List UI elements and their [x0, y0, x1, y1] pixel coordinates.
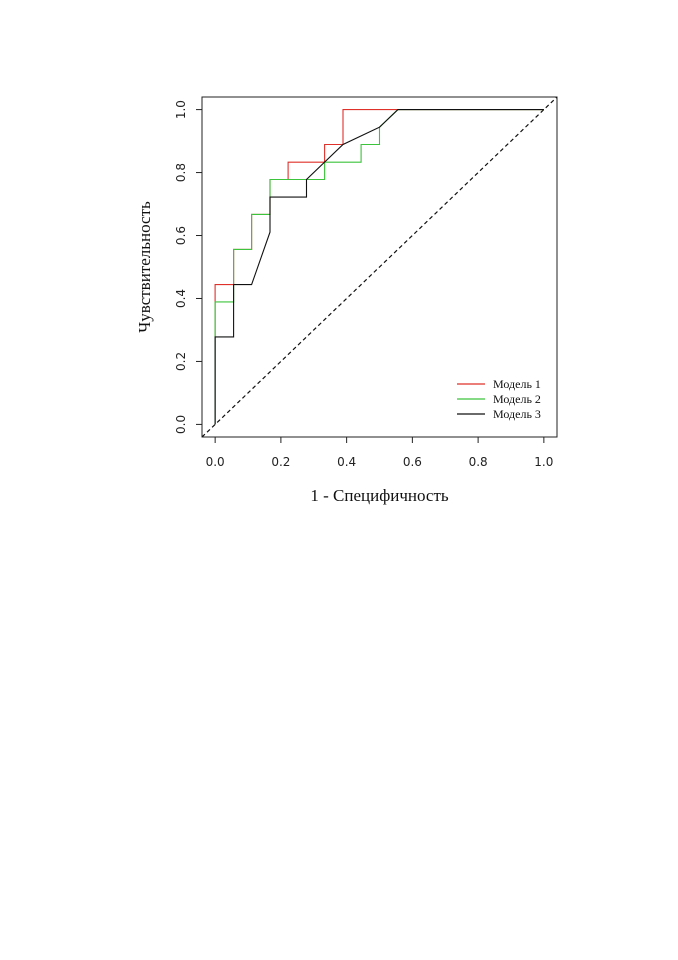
series-layer — [214, 109, 544, 425]
y-tick-label: 0.6 — [174, 226, 188, 245]
x-tick-label: 0.6 — [403, 455, 422, 469]
x-axis: 0.0 0.2 0.4 0.6 0.8 1.0 — [206, 437, 553, 469]
x-tick-label: 0.2 — [271, 455, 290, 469]
y-tick-label: 1.0 — [174, 100, 188, 119]
legend-label-2: Модель 2 — [493, 392, 541, 406]
x-axis-title: 1 - Специфичность — [310, 486, 448, 505]
reference-diagonal-line — [202, 97, 557, 437]
x-tick-label: 0.0 — [206, 455, 225, 469]
y-axis-title: Чувствительность — [135, 201, 154, 333]
legend-label-1: Модель 1 — [493, 377, 541, 391]
y-tick-label: 0.0 — [174, 415, 188, 434]
series-line-3 — [214, 109, 544, 425]
plot-frame — [201, 96, 558, 438]
x-tick-label: 0.8 — [469, 455, 488, 469]
reference-diagonal-layer — [202, 97, 557, 437]
y-tick-label: 0.8 — [174, 163, 188, 182]
legend-label-3: Модель 3 — [493, 407, 541, 421]
y-axis: 0.0 0.2 0.4 0.6 0.8 1.0 — [174, 100, 202, 434]
x-tick-label: 1.0 — [534, 455, 553, 469]
y-tick-label: 0.4 — [174, 289, 188, 308]
y-tick-label: 0.2 — [174, 352, 188, 371]
x-tick-label: 0.4 — [337, 455, 356, 469]
series-line-2 — [214, 109, 544, 425]
